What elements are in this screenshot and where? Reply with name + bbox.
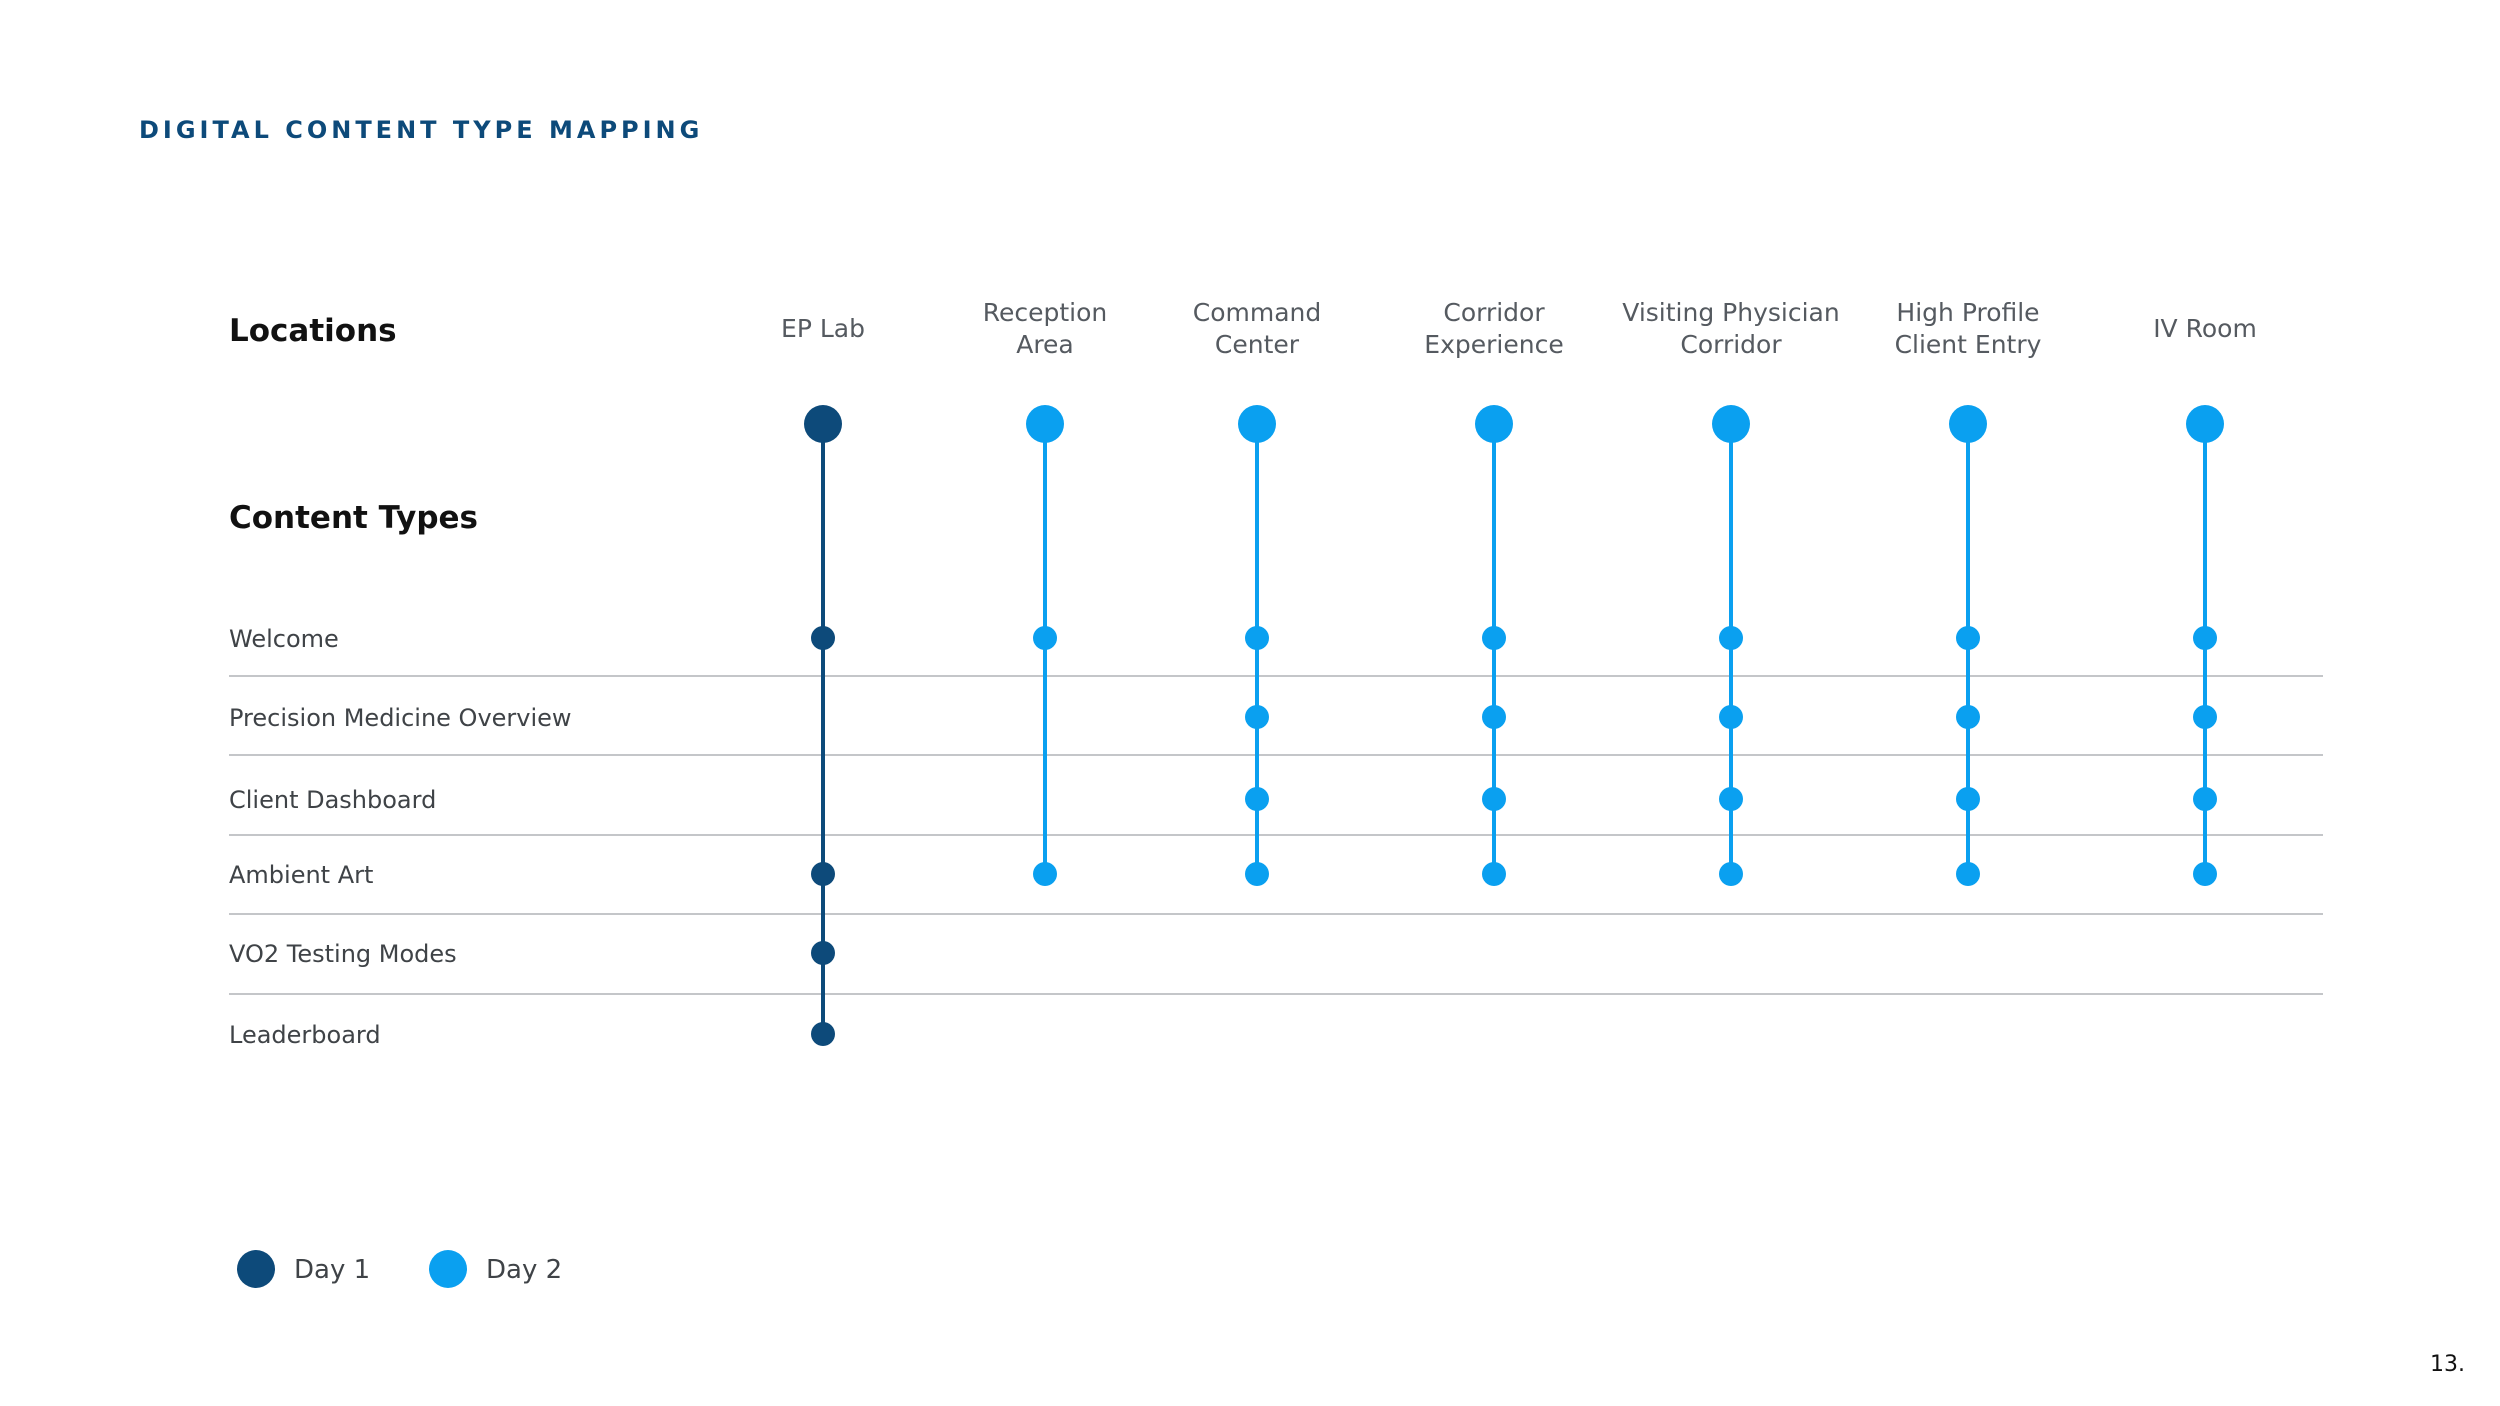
location-node-ep-lab <box>804 405 842 443</box>
location-column-command-center: Command Center <box>1193 298 1322 886</box>
location-label-iv-room: IV Room <box>2153 314 2257 343</box>
mapping-dot-reception-area-welcome <box>1033 626 1057 650</box>
mapping-dot-reception-area-ambient-art <box>1033 862 1057 886</box>
page-number: 13. <box>2430 1352 2465 1377</box>
legend-label: Day 1 <box>294 1255 370 1285</box>
mapping-dot-high-profile-client-entry-ambient-art <box>1956 862 1980 886</box>
mapping-dot-corridor-experience-client-dashboard <box>1482 787 1506 811</box>
location-node-command-center <box>1238 405 1276 443</box>
row-dividers <box>229 675 2323 995</box>
locations-heading: Locations <box>229 313 397 349</box>
content-type-label-leaderboard: Leaderboard <box>229 1021 381 1049</box>
mapping-dot-command-center-precision-medicine-overview <box>1245 705 1269 729</box>
content-type-label-welcome: Welcome <box>229 625 339 653</box>
location-label-reception-area: Area <box>1016 330 1074 359</box>
mapping-dot-ep-lab-ambient-art <box>811 862 835 886</box>
legend-label: Day 2 <box>486 1255 562 1285</box>
location-columns: EP Lab Reception Area Command Center Corridor… <box>781 298 2257 1046</box>
mapping-dot-corridor-experience-precision-medicine-overview <box>1482 705 1506 729</box>
legend-item-day-2: Day 2 <box>429 1250 562 1288</box>
location-label-reception-area: Reception <box>983 298 1108 327</box>
location-column-iv-room: IV Room <box>2153 314 2257 886</box>
mapping-dot-ep-lab-leaderboard <box>811 1022 835 1046</box>
location-label-visiting-physician-corridor: Visiting Physician <box>1622 298 1839 327</box>
location-label-ep-lab: EP Lab <box>781 314 865 343</box>
mapping-dot-iv-room-precision-medicine-overview <box>2193 705 2217 729</box>
location-column-ep-lab: EP Lab <box>781 314 865 1046</box>
location-node-corridor-experience <box>1475 405 1513 443</box>
mapping-dot-iv-room-client-dashboard <box>2193 787 2217 811</box>
mapping-dot-ep-lab-vo2-testing-modes <box>811 941 835 965</box>
legend-swatch <box>237 1250 275 1288</box>
legend: Day 1 Day 2 <box>237 1250 562 1288</box>
mapping-dot-command-center-client-dashboard <box>1245 787 1269 811</box>
mapping-dot-visiting-physician-corridor-precision-medicine-overview <box>1719 705 1743 729</box>
location-column-reception-area: Reception Area <box>983 298 1108 886</box>
mapping-dot-command-center-ambient-art <box>1245 862 1269 886</box>
location-node-visiting-physician-corridor <box>1712 405 1750 443</box>
mapping-dot-high-profile-client-entry-client-dashboard <box>1956 787 1980 811</box>
mapping-dot-iv-room-welcome <box>2193 626 2217 650</box>
mapping-dot-visiting-physician-corridor-ambient-art <box>1719 862 1743 886</box>
location-column-corridor-experience: Corridor Experience <box>1424 298 1564 886</box>
mapping-dot-command-center-welcome <box>1245 626 1269 650</box>
content-type-labels: Welcome Precision Medicine Overview Client… <box>229 625 572 1049</box>
content-type-label-vo2-testing-modes: VO2 Testing Modes <box>229 940 457 968</box>
legend-swatch <box>429 1250 467 1288</box>
content-type-label-precision-medicine-overview: Precision Medicine Overview <box>229 704 572 732</box>
location-node-high-profile-client-entry <box>1949 405 1987 443</box>
mapping-dot-corridor-experience-welcome <box>1482 626 1506 650</box>
location-label-command-center: Command <box>1193 298 1322 327</box>
location-label-corridor-experience: Corridor <box>1443 298 1545 327</box>
mapping-dot-high-profile-client-entry-welcome <box>1956 626 1980 650</box>
legend-item-day-1: Day 1 <box>237 1250 370 1288</box>
location-node-reception-area <box>1026 405 1064 443</box>
mapping-dot-ep-lab-welcome <box>811 626 835 650</box>
mapping-dot-high-profile-client-entry-precision-medicine-overview <box>1956 705 1980 729</box>
mapping-dot-visiting-physician-corridor-client-dashboard <box>1719 787 1743 811</box>
mapping-dot-iv-room-ambient-art <box>2193 862 2217 886</box>
location-column-visiting-physician-corridor: Visiting Physician Corridor <box>1622 298 1840 886</box>
location-label-high-profile-client-entry: High Profile <box>1896 298 2039 327</box>
location-label-visiting-physician-corridor: Corridor <box>1680 330 1782 359</box>
location-label-corridor-experience: Experience <box>1424 330 1563 359</box>
location-column-high-profile-client-entry: High Profile Client Entry <box>1895 298 2042 886</box>
content-types-heading: Content Types <box>229 500 478 536</box>
mapping-dot-corridor-experience-ambient-art <box>1482 862 1506 886</box>
mapping-dot-visiting-physician-corridor-welcome <box>1719 626 1743 650</box>
content-type-label-ambient-art: Ambient Art <box>229 861 373 889</box>
content-type-label-client-dashboard: Client Dashboard <box>229 786 436 814</box>
page-title: DIGITAL CONTENT TYPE MAPPING <box>139 116 704 144</box>
location-label-high-profile-client-entry: Client Entry <box>1895 330 2042 359</box>
location-label-command-center: Center <box>1215 330 1300 359</box>
location-node-iv-room <box>2186 405 2224 443</box>
